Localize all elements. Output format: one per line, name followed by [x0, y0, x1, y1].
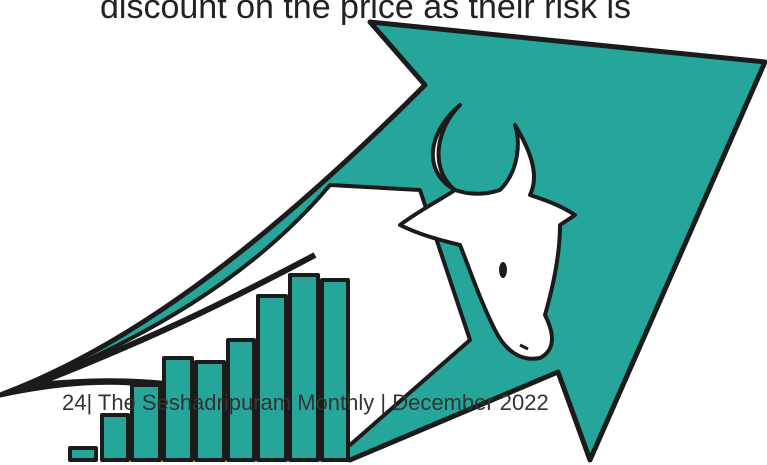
- icon-bar: [322, 280, 348, 460]
- page-illustration: discount on the price as their risk is 2…: [0, 0, 767, 465]
- icon-bar: [102, 415, 128, 460]
- icon-bar: [258, 296, 286, 460]
- bull-eye: [499, 262, 507, 278]
- icon-bar: [70, 448, 96, 460]
- body-text-line: discount on the price as their risk is: [100, 0, 631, 26]
- page: {"body_text": "discount on the price as …: [0, 0, 767, 465]
- footer-text: 24| The Seshadripuram Monthly | December…: [62, 390, 549, 415]
- icon-bar: [290, 275, 318, 460]
